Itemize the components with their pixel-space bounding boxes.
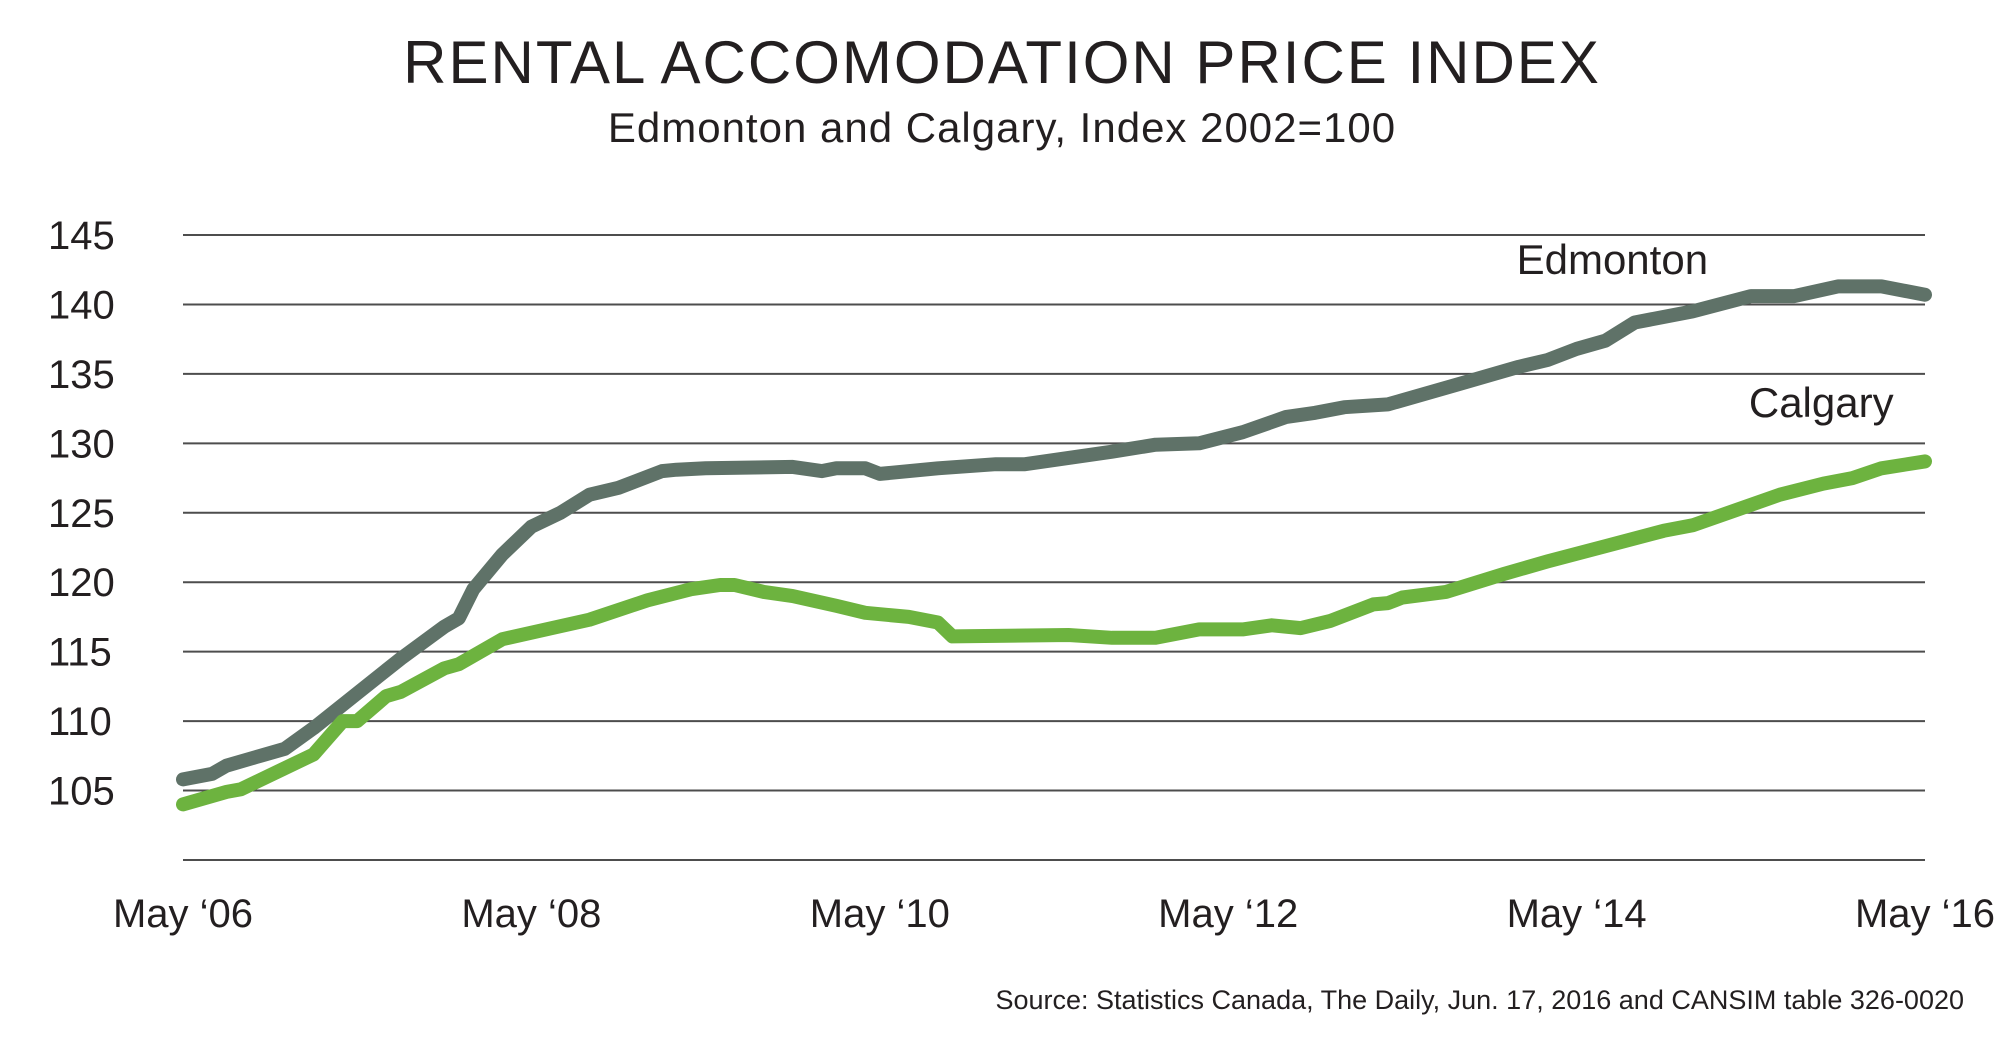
chart-title: RENTAL ACCOMODATION PRICE INDEX [403,29,1601,96]
series-labels: Edmonton Calgary [1517,236,1894,426]
x-tick-label: May ‘10 [810,892,950,936]
series-lines [176,279,1932,812]
y-tick-label: 140 [48,283,115,327]
x-tick-label: May ‘08 [461,892,601,936]
y-tick-label: 125 [48,492,115,536]
y-tick-label: 110 [48,700,112,744]
series-line-edmonton [176,279,1932,787]
x-tick-label: May ‘12 [1158,892,1298,936]
grid-lines [183,234,1925,861]
y-axis-ticks: 105 110 115 120 125 130 135 140 145 [48,214,115,814]
y-tick-label: 135 [48,353,115,397]
y-tick-label: 130 [48,422,115,466]
series-line-calgary [176,454,1932,812]
chart-subtitle: Edmonton and Calgary, Index 2002=100 [607,104,1397,151]
x-tick-label: May ‘14 [1507,892,1647,936]
y-tick-label: 120 [48,561,115,605]
x-axis-ticks: May ‘06 May ‘08 May ‘10 May ‘12 May ‘14 May ‘… [113,892,1995,936]
source-note: Source: Statistics Canada, The Daily, Ju… [995,985,1964,1015]
y-tick-label: 145 [48,214,115,258]
x-tick-label: May ‘06 [113,892,253,936]
x-tick-label: May ‘16 [1855,892,1995,936]
y-tick-label: 115 [48,631,112,675]
y-tick-label: 105 [48,770,115,814]
series-label-calgary: Calgary [1749,379,1894,426]
series-label-edmonton: Edmonton [1517,236,1708,283]
